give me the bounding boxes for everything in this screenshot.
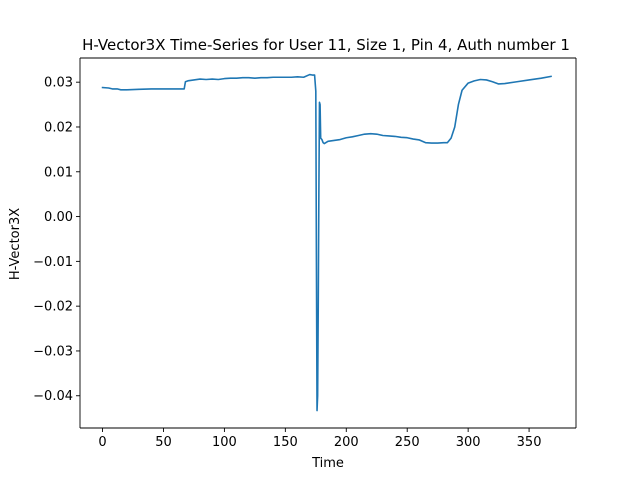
series-line-0 xyxy=(101,73,552,412)
y-tick-label: −0.04 xyxy=(33,389,73,404)
plot-area xyxy=(80,58,576,428)
x-tick-label: 200 xyxy=(334,435,359,450)
x-tick-label: 100 xyxy=(212,435,237,450)
y-tick-label: −0.01 xyxy=(33,255,73,270)
y-tick-label: 0.03 xyxy=(44,76,73,91)
y-axis-title: H-Vector3X xyxy=(8,208,23,280)
y-tick-label: 0.02 xyxy=(44,120,73,135)
x-tick-label: 0 xyxy=(98,435,106,450)
x-tick-label: 300 xyxy=(456,435,481,450)
y-tick-label: 0.00 xyxy=(44,210,73,225)
y-tick-label: −0.02 xyxy=(33,300,73,315)
x-tick-label: 250 xyxy=(395,435,420,450)
chart-title: H-Vector3X Time-Series for User 11, Size… xyxy=(82,36,570,54)
plot-background xyxy=(80,58,576,428)
y-tick-label: 0.01 xyxy=(44,165,73,180)
x-axis-title: Time xyxy=(311,456,344,471)
x-tick-label: 50 xyxy=(155,435,172,450)
x-tick-label: 150 xyxy=(273,435,298,450)
axes: 0 50 100 150 200 250 300 350 −0.04 −0.03 −0.02 −0.0… xyxy=(33,57,577,450)
x-tick-label: 350 xyxy=(517,435,542,450)
y-tick-label: −0.03 xyxy=(33,344,73,359)
